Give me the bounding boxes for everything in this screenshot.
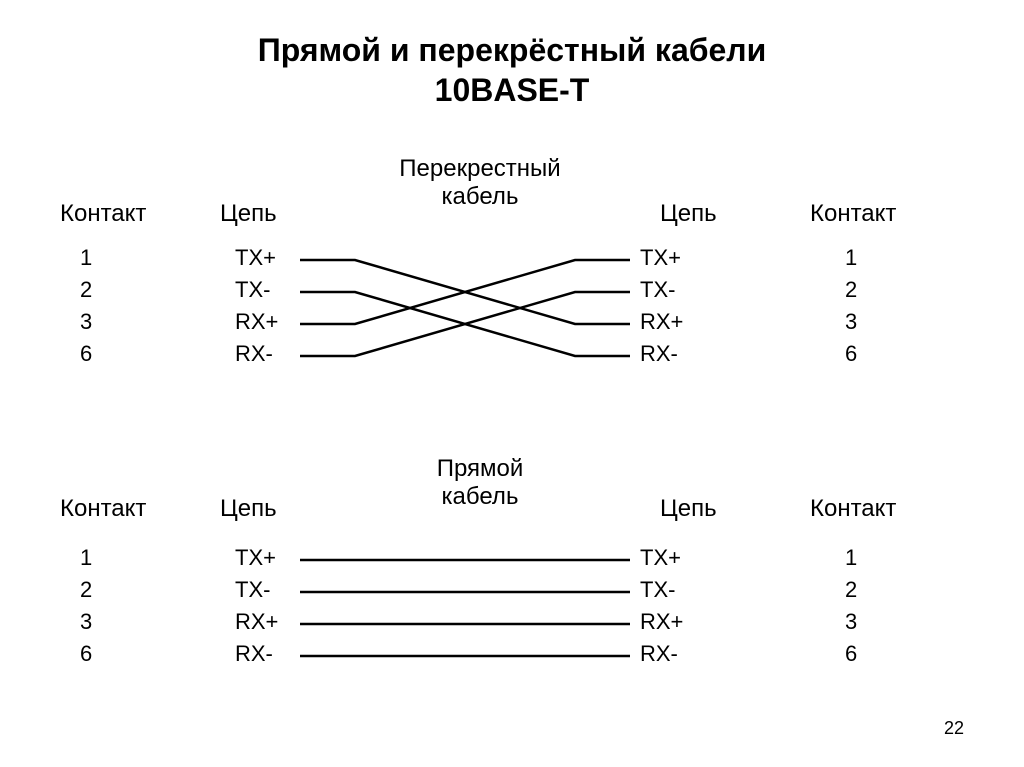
top-left-contact: 2 bbox=[80, 277, 92, 303]
crossover-header: Перекрестный кабель bbox=[395, 155, 565, 210]
bot-left-contact-header: Контакт bbox=[60, 495, 146, 523]
bot-left-contact: 2 bbox=[80, 577, 92, 603]
top-left-contact: 1 bbox=[80, 245, 92, 271]
top-right-contact-header: Контакт bbox=[810, 200, 896, 228]
crossover-wiring bbox=[300, 255, 630, 365]
top-left-circuit: RX+ bbox=[235, 309, 278, 335]
bot-left-contact: 1 bbox=[80, 545, 92, 571]
top-right-circuit: RX+ bbox=[640, 309, 683, 335]
top-right-circuit: TX- bbox=[640, 277, 675, 303]
bot-left-circuit: TX- bbox=[235, 577, 270, 603]
bot-left-circuit: TX+ bbox=[235, 545, 276, 571]
straight-header: Прямой кабель bbox=[415, 455, 545, 510]
bot-right-circuit-header: Цепь bbox=[660, 495, 717, 523]
top-left-circuit: TX- bbox=[235, 277, 270, 303]
bot-left-circuit-header: Цепь bbox=[220, 495, 277, 523]
page-title: Прямой и перекрёстный кабели 10BASE-T bbox=[0, 30, 1024, 110]
top-right-contact: 1 bbox=[845, 245, 857, 271]
bot-left-contact: 6 bbox=[80, 641, 92, 667]
bot-right-circuit: RX- bbox=[640, 641, 678, 667]
top-left-contact-header: Контакт bbox=[60, 200, 146, 228]
straight-wiring bbox=[300, 555, 630, 665]
bot-right-contact-header: Контакт bbox=[810, 495, 896, 523]
bot-right-contact: 6 bbox=[845, 641, 857, 667]
bot-right-circuit: TX+ bbox=[640, 545, 681, 571]
bot-right-contact: 1 bbox=[845, 545, 857, 571]
top-right-circuit-header: Цепь bbox=[660, 200, 717, 228]
bot-right-circuit: RX+ bbox=[640, 609, 683, 635]
top-right-contact: 6 bbox=[845, 341, 857, 367]
top-left-circuit-header: Цепь bbox=[220, 200, 277, 228]
top-left-contact: 3 bbox=[80, 309, 92, 335]
page-number: 22 bbox=[944, 718, 964, 739]
top-right-contact: 2 bbox=[845, 277, 857, 303]
page: Прямой и перекрёстный кабели 10BASE-T Пе… bbox=[0, 0, 1024, 767]
bot-right-circuit: TX- bbox=[640, 577, 675, 603]
bot-left-contact: 3 bbox=[80, 609, 92, 635]
bot-right-contact: 3 bbox=[845, 609, 857, 635]
bot-right-contact: 2 bbox=[845, 577, 857, 603]
top-left-contact: 6 bbox=[80, 341, 92, 367]
top-right-circuit: TX+ bbox=[640, 245, 681, 271]
top-left-circuit: TX+ bbox=[235, 245, 276, 271]
bot-left-circuit: RX+ bbox=[235, 609, 278, 635]
top-right-contact: 3 bbox=[845, 309, 857, 335]
top-left-circuit: RX- bbox=[235, 341, 273, 367]
bot-left-circuit: RX- bbox=[235, 641, 273, 667]
top-right-circuit: RX- bbox=[640, 341, 678, 367]
